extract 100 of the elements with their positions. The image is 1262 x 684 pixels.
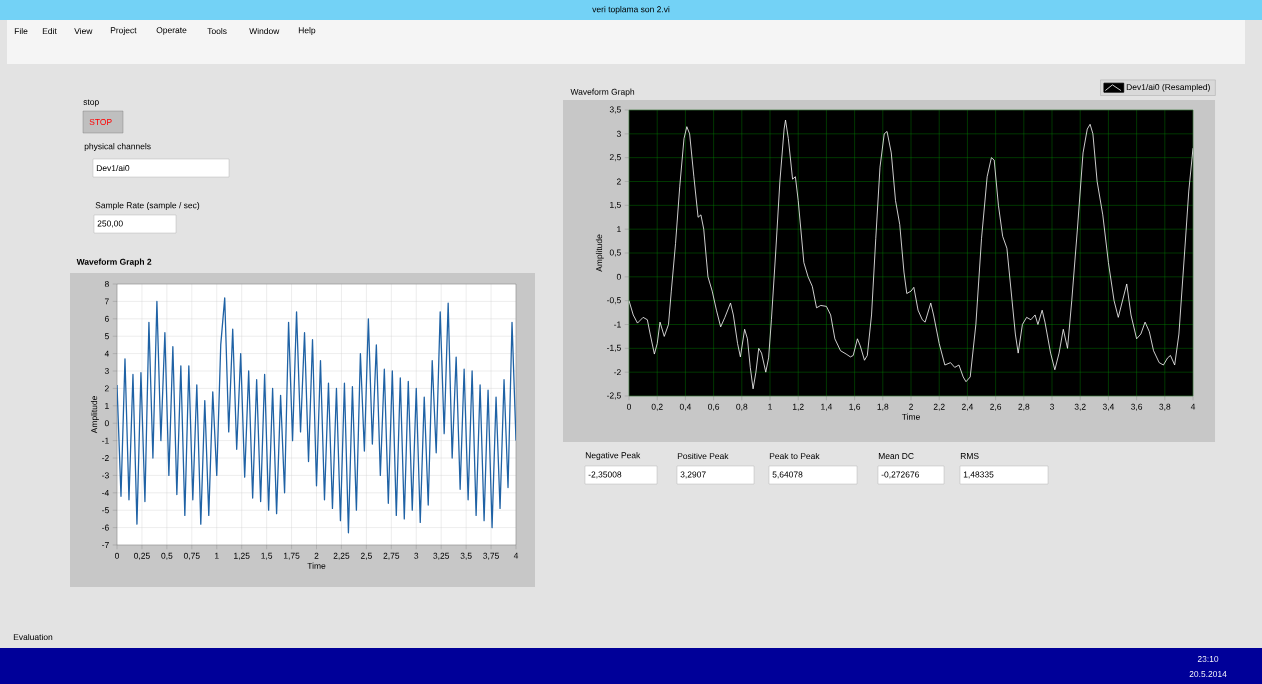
text: -0,272676 — [881, 471, 919, 479]
y-tick-label: 3 — [104, 368, 109, 374]
x-tick-label: 0,5 — [161, 552, 173, 560]
y-axis-title: Amplitude — [90, 396, 99, 434]
y-tick-label: 2 — [104, 385, 109, 392]
y-tick-label: 1 — [617, 226, 621, 233]
text: Evaluation — [13, 633, 53, 641]
x-axis-title: Time — [901, 413, 920, 420]
x-tick-label: 2,25 — [333, 552, 350, 560]
x-tick-label: 3,75 — [483, 552, 499, 560]
x-tick-label: 3,5 — [460, 552, 472, 560]
x-tick-label: 4 — [513, 552, 519, 559]
y-tick-label: 6 — [104, 315, 109, 322]
y-tick-label: 0,5 — [609, 249, 621, 257]
y-tick-label: 7 — [104, 298, 109, 305]
text: 23:10 — [1197, 656, 1219, 662]
text: 250,00 — [97, 220, 123, 228]
line-series — [117, 297, 516, 534]
x-tick-label: 0 — [114, 552, 120, 559]
x-tick-label: 3,2 — [1074, 403, 1086, 411]
text: 3,2907 — [680, 471, 706, 479]
x-tick-label: 2 — [314, 552, 319, 559]
text: View — [74, 27, 93, 35]
text: Peak to Peak — [769, 452, 820, 460]
x-tick-label: 1,75 — [283, 552, 300, 560]
y-tick-label: -2 — [102, 455, 109, 461]
text: Sample Rate (sample / sec) — [95, 202, 200, 210]
text: Mean DC — [878, 453, 914, 459]
x-tick-label: 1,6 — [849, 403, 861, 411]
y-tick-label: -2,5 — [607, 392, 621, 400]
x-tick-label: 2,75 — [383, 552, 400, 560]
y-tick-label: -4 — [102, 489, 109, 496]
text: Positive Peak — [677, 452, 729, 460]
x-tick-label: 2,4 — [961, 403, 974, 411]
y-tick-label: -2 — [614, 369, 621, 376]
x-tick-label: 2 — [909, 403, 913, 410]
text: Project — [110, 27, 137, 35]
text: stop — [83, 99, 99, 107]
y-tick-label: -5 — [102, 507, 109, 514]
text: 20.5.2014 — [1189, 671, 1227, 677]
x-tick-label: 1,2 — [792, 403, 804, 411]
x-tick-label: 1,5 — [261, 552, 273, 560]
x-tick-label: 3,8 — [1159, 403, 1171, 411]
x-tick-label: 3,6 — [1131, 403, 1143, 411]
text: -2,35008 — [588, 471, 622, 479]
x-tick-label: 3 — [414, 552, 419, 559]
text: physical channels — [84, 143, 151, 151]
x-tick-label: 3,4 — [1102, 403, 1115, 411]
y-tick-label: 3,5 — [609, 106, 621, 114]
y-tick-label: -1 — [102, 437, 109, 444]
y-tick-label: -6 — [102, 524, 109, 531]
text: Edit — [42, 27, 57, 35]
y-axis-title: Amplitude — [595, 234, 604, 272]
y-tick-label: 2,5 — [609, 154, 621, 162]
text: Help — [298, 27, 316, 35]
y-tick-label: 1,5 — [610, 201, 621, 209]
text: RMS — [960, 453, 979, 459]
x-tick-label: 0 — [626, 403, 632, 410]
x-tick-label: 1,25 — [234, 552, 250, 560]
x-tick-label: 1 — [215, 552, 219, 559]
legend-label: Dev1/ai0 (Resampled) — [1126, 83, 1210, 92]
x-tick-label: 0,75 — [183, 552, 200, 560]
text: Dev1/ai0 — [96, 164, 130, 172]
text: Operate — [156, 27, 187, 35]
x-tick-label: 0,8 — [736, 403, 748, 411]
y-tick-label: -1 — [614, 321, 621, 328]
y-tick-label: 0 — [616, 273, 621, 280]
text: 1,48335 — [963, 471, 994, 479]
text: STOP — [89, 119, 112, 125]
x-tick-label: 2,5 — [360, 552, 372, 560]
text: 5,64078 — [772, 471, 803, 479]
y-tick-label: -1,5 — [607, 344, 621, 352]
y-tick-label: 8 — [104, 281, 109, 287]
text: File — [14, 27, 28, 35]
x-tick-label: 0,25 — [134, 552, 150, 560]
x-axis-title: Time — [307, 562, 326, 569]
x-tick-label: 3 — [1049, 403, 1054, 410]
x-tick-label: 0,4 — [679, 403, 692, 411]
text: Negative Peak — [585, 452, 641, 460]
text: Window — [249, 27, 280, 35]
y-tick-label: -0,5 — [607, 297, 621, 305]
x-tick-label: 1,8 — [877, 403, 889, 411]
x-tick-label: 0,6 — [708, 403, 720, 411]
x-tick-label: 2,8 — [1018, 403, 1030, 411]
y-tick-label: 3 — [616, 130, 621, 137]
x-tick-label: 1 — [768, 403, 772, 410]
text: veri toplama son 2.vi — [592, 6, 670, 14]
y-tick-label: 0 — [104, 420, 109, 427]
chart-title: Waveform Graph 2 — [76, 258, 152, 267]
y-tick-label: -3 — [102, 472, 109, 479]
y-tick-label: 5 — [104, 333, 109, 340]
x-tick-label: 0,2 — [651, 403, 663, 411]
x-tick-label: 4 — [1190, 403, 1196, 410]
x-tick-label: 2,6 — [990, 403, 1002, 411]
y-tick-label: -7 — [102, 542, 109, 548]
x-tick-label: 1,4 — [821, 403, 833, 411]
x-tick-label: 3,25 — [433, 552, 450, 560]
chart-title: Waveform Graph — [570, 88, 635, 97]
y-tick-label: 4 — [104, 350, 109, 357]
x-tick-label: 2,2 — [933, 403, 945, 411]
